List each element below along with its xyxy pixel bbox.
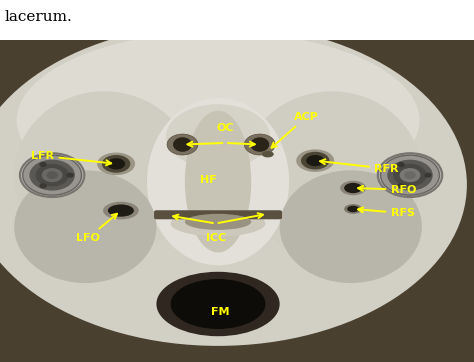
Ellipse shape bbox=[185, 214, 251, 230]
Ellipse shape bbox=[173, 137, 192, 152]
Ellipse shape bbox=[344, 183, 362, 193]
Text: RFS: RFS bbox=[358, 207, 415, 218]
Ellipse shape bbox=[245, 134, 275, 155]
Ellipse shape bbox=[301, 152, 329, 169]
Ellipse shape bbox=[250, 137, 269, 152]
Ellipse shape bbox=[171, 279, 265, 329]
Circle shape bbox=[39, 162, 47, 167]
Text: ACP: ACP bbox=[272, 112, 319, 148]
Circle shape bbox=[378, 153, 442, 197]
Ellipse shape bbox=[340, 181, 366, 195]
Ellipse shape bbox=[0, 24, 467, 346]
Text: RFO: RFO bbox=[358, 185, 417, 195]
FancyBboxPatch shape bbox=[154, 210, 282, 219]
Circle shape bbox=[393, 164, 427, 186]
Ellipse shape bbox=[296, 150, 334, 172]
Circle shape bbox=[424, 173, 432, 178]
Ellipse shape bbox=[107, 158, 125, 169]
Ellipse shape bbox=[171, 211, 265, 236]
Ellipse shape bbox=[156, 272, 280, 336]
Circle shape bbox=[39, 183, 47, 188]
Text: FM: FM bbox=[211, 307, 230, 317]
Ellipse shape bbox=[167, 134, 198, 155]
Text: lacerum.: lacerum. bbox=[5, 10, 73, 24]
Ellipse shape bbox=[14, 91, 194, 259]
Ellipse shape bbox=[97, 153, 135, 175]
Circle shape bbox=[387, 160, 433, 191]
Text: OC: OC bbox=[217, 123, 234, 133]
Ellipse shape bbox=[306, 155, 324, 166]
Circle shape bbox=[46, 171, 58, 179]
Text: ICC: ICC bbox=[206, 233, 226, 243]
Ellipse shape bbox=[14, 170, 156, 283]
Text: LFR: LFR bbox=[31, 151, 111, 165]
Circle shape bbox=[400, 168, 420, 182]
Circle shape bbox=[42, 168, 63, 182]
Text: LFO: LFO bbox=[76, 214, 117, 243]
Ellipse shape bbox=[166, 104, 270, 169]
Ellipse shape bbox=[242, 91, 422, 259]
Circle shape bbox=[397, 162, 405, 167]
Circle shape bbox=[404, 171, 416, 179]
Ellipse shape bbox=[185, 111, 251, 252]
Ellipse shape bbox=[103, 202, 138, 219]
Circle shape bbox=[29, 160, 75, 191]
Ellipse shape bbox=[147, 98, 289, 265]
Circle shape bbox=[20, 153, 84, 197]
Circle shape bbox=[66, 173, 74, 178]
Circle shape bbox=[23, 155, 82, 195]
Ellipse shape bbox=[17, 32, 419, 209]
Circle shape bbox=[36, 164, 69, 186]
Ellipse shape bbox=[344, 204, 362, 214]
Ellipse shape bbox=[102, 155, 130, 173]
Circle shape bbox=[397, 183, 405, 188]
Ellipse shape bbox=[108, 205, 134, 217]
Text: RFR: RFR bbox=[320, 159, 399, 174]
Ellipse shape bbox=[280, 170, 422, 283]
Circle shape bbox=[381, 155, 439, 195]
Ellipse shape bbox=[262, 151, 274, 157]
Text: HF: HF bbox=[200, 175, 217, 185]
Ellipse shape bbox=[347, 206, 359, 212]
